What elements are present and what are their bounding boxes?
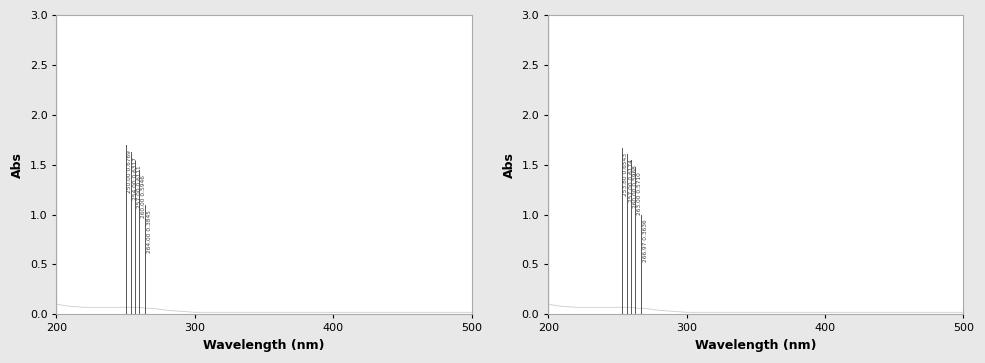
Text: 266.97 0.3636: 266.97 0.3636 [642, 220, 647, 262]
Text: 257.00 0.6111: 257.00 0.6111 [137, 166, 142, 208]
Text: 257.00 0.6174: 257.00 0.6174 [628, 159, 633, 201]
Text: 254.00 0.6317: 254.00 0.6317 [133, 157, 138, 200]
Text: 250.00 0.6769: 250.00 0.6769 [127, 150, 132, 193]
Text: 264.00 0.3845: 264.00 0.3845 [147, 209, 152, 253]
Y-axis label: Abs: Abs [503, 152, 516, 178]
Text: 260.00 0.5968: 260.00 0.5968 [633, 165, 638, 208]
X-axis label: Wavelength (nm): Wavelength (nm) [203, 339, 325, 352]
X-axis label: Wavelength (nm): Wavelength (nm) [695, 339, 817, 352]
Text: 253.80 0.6543: 253.80 0.6543 [624, 153, 628, 196]
Text: 263.00 0.5710: 263.00 0.5710 [637, 172, 642, 215]
Y-axis label: Abs: Abs [11, 152, 24, 178]
Text: 260.00 0.5946: 260.00 0.5946 [141, 175, 146, 217]
